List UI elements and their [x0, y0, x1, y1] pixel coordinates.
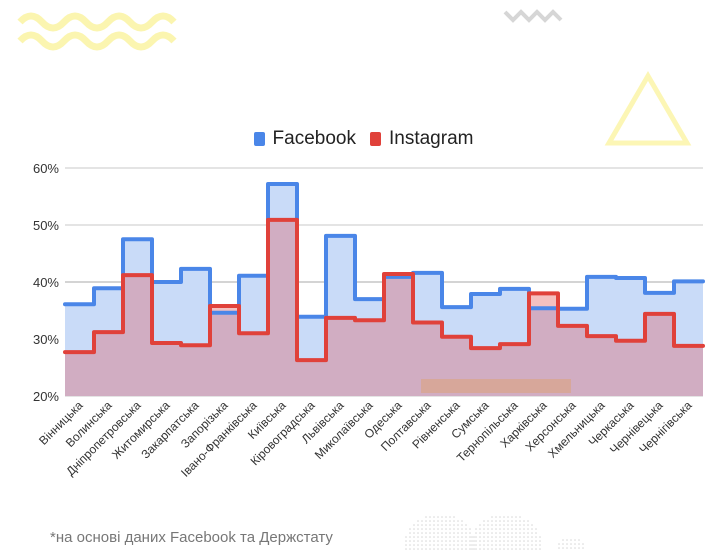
y-tick-label: 30%	[33, 332, 59, 347]
chart-legend: Facebook Instagram	[0, 128, 727, 150]
legend-swatch-facebook	[253, 132, 265, 146]
overlap-highlight	[529, 293, 558, 309]
y-tick-label: 20%	[33, 389, 59, 404]
decorative-strip	[421, 379, 571, 393]
source-footnote: *на основі даних Facebook та Держстату	[50, 529, 333, 546]
yellow-triangle-icon	[604, 71, 692, 146]
line-instagram	[63, 217, 705, 363]
y-tick-label: 40%	[33, 275, 59, 290]
legend-label-instagram: Instagram	[388, 128, 474, 149]
y-tick-label: 50%	[33, 218, 59, 233]
legend-label-facebook: Facebook	[272, 128, 356, 149]
legend-swatch-instagram	[369, 132, 381, 146]
dotted-semicircle-icon	[405, 516, 584, 550]
legend-item-facebook[interactable]: Facebook	[253, 128, 356, 150]
overlap-highlight	[210, 305, 239, 313]
y-tick-label: 60%	[33, 161, 59, 176]
legend-item-instagram[interactable]: Instagram	[369, 128, 474, 150]
yellow-wave-icon	[17, 12, 177, 51]
gray-zigzag-icon	[503, 9, 563, 23]
